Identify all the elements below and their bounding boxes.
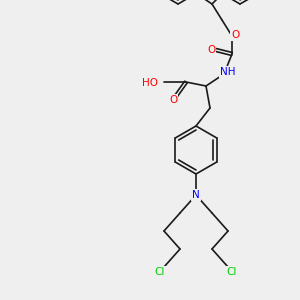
Text: O: O [207, 45, 215, 55]
Text: O: O [169, 95, 177, 105]
Text: Cl: Cl [227, 267, 237, 277]
Text: O: O [231, 30, 239, 40]
Text: HO: HO [142, 78, 158, 88]
Text: Cl: Cl [155, 267, 165, 277]
Text: NH: NH [220, 67, 236, 77]
Text: N: N [192, 190, 200, 200]
